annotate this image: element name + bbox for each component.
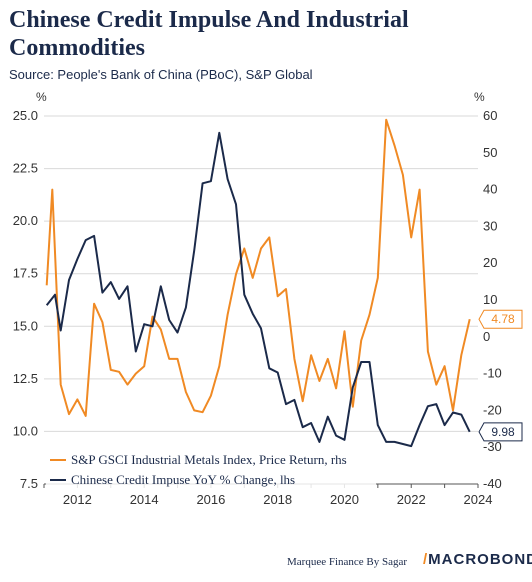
y-right-tick-label: 0 bbox=[483, 329, 490, 344]
legend: S&P GSCI Industrial Metals Index, Price … bbox=[46, 451, 376, 495]
y-left-unit-label: % bbox=[36, 90, 47, 104]
last-value-label: 4.78 bbox=[491, 312, 515, 326]
chart-source: Source: People's Bank of China (PBoC), S… bbox=[9, 67, 313, 82]
series-line-metals-index bbox=[45, 118, 471, 417]
logo-mark-icon: / bbox=[423, 551, 429, 568]
y-left-tick-label: 12.5 bbox=[13, 371, 38, 386]
y-right-tick-label: -40 bbox=[483, 476, 502, 491]
y-right-tick-label: 30 bbox=[483, 218, 497, 233]
gridlines bbox=[44, 115, 478, 485]
y-right-tick-label: 60 bbox=[483, 108, 497, 123]
series bbox=[45, 118, 471, 448]
last-value-box bbox=[478, 422, 523, 442]
y-left-tick-label: 10.0 bbox=[13, 423, 38, 438]
macrobond-logo: /MACROBOND bbox=[423, 551, 532, 568]
x-tick-label: 2014 bbox=[130, 492, 159, 507]
y-right-tick-label: 40 bbox=[483, 182, 497, 197]
y-right-tick-label: 50 bbox=[483, 145, 497, 160]
y-right-tick-label: 20 bbox=[483, 255, 497, 270]
legend-label: Chinese Credit Impuse YoY % Change, lhs bbox=[71, 472, 295, 487]
last-value-label: 9.98 bbox=[491, 425, 515, 439]
legend-label: S&P GSCI Industrial Metals Index, Price … bbox=[71, 452, 347, 467]
x-tick-label: 2020 bbox=[330, 492, 359, 507]
last-value-box bbox=[478, 309, 523, 329]
y-left-tick-label: 22.5 bbox=[13, 161, 38, 176]
x-tick-label: 2012 bbox=[63, 492, 92, 507]
y-left-tick-label: 17.5 bbox=[13, 266, 38, 281]
axes: 25.0 22.5 20.0 17.5 15.0 12.5 10.0 7.5 60 50 40 30 2… bbox=[13, 90, 502, 507]
y-right-tick-label: -30 bbox=[483, 439, 502, 454]
y-right-unit-label: % bbox=[474, 90, 485, 104]
chart-title: Chinese Credit Impulse And Industrial Co… bbox=[9, 7, 409, 61]
x-tick-label: 2016 bbox=[196, 492, 225, 507]
footer-credit: Marquee Finance By Sagar bbox=[287, 556, 408, 568]
x-tick-label: 2022 bbox=[397, 492, 426, 507]
y-left-tick-label: 15.0 bbox=[13, 318, 38, 333]
y-left-tick-label: 25.0 bbox=[13, 108, 38, 123]
x-tick-label: 2018 bbox=[263, 492, 292, 507]
x-tick-label: 2024 bbox=[464, 492, 493, 507]
series-line-credit-impulse bbox=[45, 131, 471, 448]
logo-text: MACROBOND bbox=[428, 551, 532, 568]
legend-background bbox=[46, 451, 376, 495]
y-right-tick-label: -20 bbox=[483, 402, 502, 417]
y-right-tick-label: 10 bbox=[483, 292, 497, 307]
value-labels: 4.78 9.98 bbox=[478, 309, 523, 442]
y-right-tick-label: -10 bbox=[483, 366, 502, 381]
y-left-tick-label: 20.0 bbox=[13, 213, 38, 228]
y-left-tick-label: 7.5 bbox=[20, 476, 38, 491]
